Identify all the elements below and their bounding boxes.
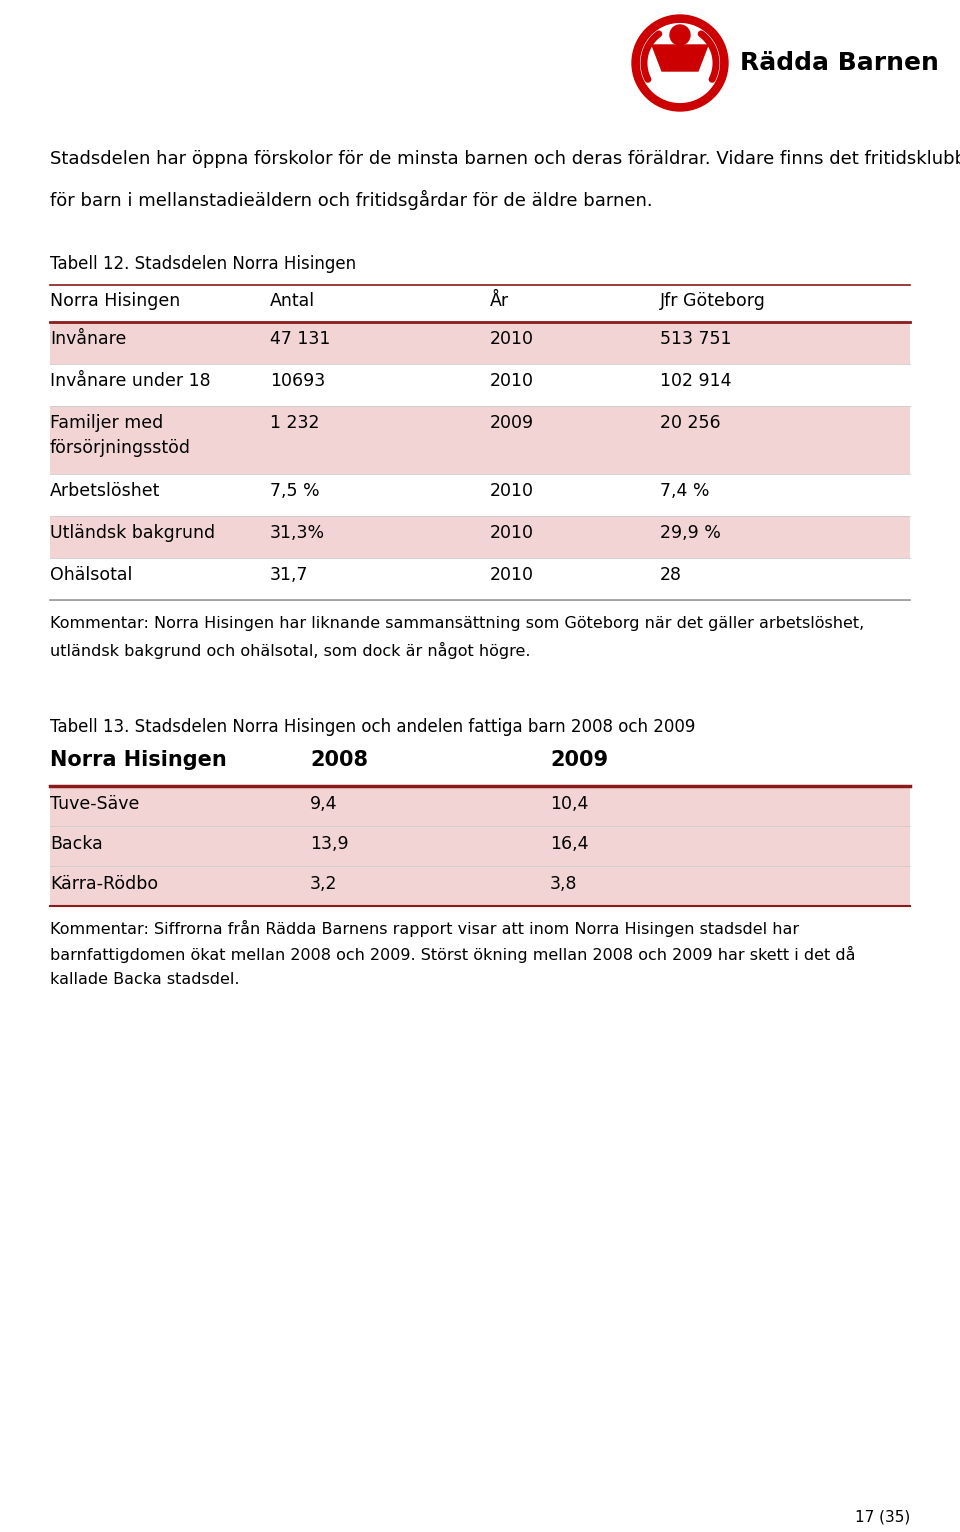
Text: Tuve-Säve: Tuve-Säve — [50, 795, 139, 813]
Text: Invånare under 18: Invånare under 18 — [50, 372, 210, 391]
Text: 513 751: 513 751 — [660, 329, 732, 348]
Text: kallade Backa stadsdel.: kallade Backa stadsdel. — [50, 971, 239, 987]
Text: 2009: 2009 — [550, 751, 608, 771]
Polygon shape — [652, 44, 708, 70]
Text: 10693: 10693 — [270, 372, 325, 391]
Text: 16,4: 16,4 — [550, 835, 588, 853]
Circle shape — [640, 23, 719, 103]
Text: Invånare: Invånare — [50, 329, 127, 348]
Bar — [50, 786, 910, 826]
Text: 7,4 %: 7,4 % — [660, 483, 709, 499]
Text: 2010: 2010 — [490, 565, 534, 584]
Bar — [50, 406, 910, 473]
Text: barnfattigdomen ökat mellan 2008 och 2009. Störst ökning mellan 2008 och 2009 ha: barnfattigdomen ökat mellan 2008 och 200… — [50, 945, 855, 964]
Text: 2010: 2010 — [490, 524, 534, 542]
Text: 1 232: 1 232 — [270, 414, 320, 432]
Text: 2009: 2009 — [490, 414, 534, 432]
Text: Tabell 13. Stadsdelen Norra Hisingen och andelen fattiga barn 2008 och 2009: Tabell 13. Stadsdelen Norra Hisingen och… — [50, 719, 695, 735]
Text: Arbetslöshet: Arbetslöshet — [50, 483, 160, 499]
Bar — [50, 322, 910, 365]
Bar — [50, 826, 910, 866]
Text: 2010: 2010 — [490, 372, 534, 391]
Text: 31,7: 31,7 — [270, 565, 308, 584]
Text: 20 256: 20 256 — [660, 414, 721, 432]
Text: utländsk bakgrund och ohälsotal, som dock är något högre.: utländsk bakgrund och ohälsotal, som doc… — [50, 642, 531, 659]
Text: 9,4: 9,4 — [310, 795, 338, 813]
Text: Kärra-Rödbo: Kärra-Rödbo — [50, 875, 158, 893]
Text: 3,8: 3,8 — [550, 875, 578, 893]
Text: Rädda Barnen: Rädda Barnen — [740, 51, 939, 75]
Text: 2010: 2010 — [490, 483, 534, 499]
Text: Utländsk bakgrund: Utländsk bakgrund — [50, 524, 215, 542]
Text: Antal: Antal — [270, 293, 315, 309]
Text: Kommentar: Norra Hisingen har liknande sammansättning som Göteborg när det gälle: Kommentar: Norra Hisingen har liknande s… — [50, 616, 864, 631]
Text: 29,9 %: 29,9 % — [660, 524, 721, 542]
Text: Familjer med
försörjningsstöd: Familjer med försörjningsstöd — [50, 414, 191, 457]
Text: Kommentar: Siffrorna från Rädda Barnens rapport visar att inom Norra Hisingen st: Kommentar: Siffrorna från Rädda Barnens … — [50, 921, 799, 938]
Text: 47 131: 47 131 — [270, 329, 330, 348]
Text: för barn i mellanstadieäldern och fritidsgårdar för de äldre barnen.: för barn i mellanstadieäldern och fritid… — [50, 190, 653, 210]
Text: 7,5 %: 7,5 % — [270, 483, 320, 499]
Text: Ohälsotal: Ohälsotal — [50, 565, 132, 584]
Circle shape — [670, 25, 690, 44]
Text: 10,4: 10,4 — [550, 795, 588, 813]
Circle shape — [632, 15, 728, 110]
Text: Backa: Backa — [50, 835, 103, 853]
Text: År: År — [490, 293, 509, 309]
Text: Jfr Göteborg: Jfr Göteborg — [660, 293, 766, 309]
Text: 31,3%: 31,3% — [270, 524, 325, 542]
Text: Tabell 12. Stadsdelen Norra Hisingen: Tabell 12. Stadsdelen Norra Hisingen — [50, 254, 356, 273]
Text: Norra Hisingen: Norra Hisingen — [50, 293, 180, 309]
Text: Norra Hisingen: Norra Hisingen — [50, 751, 227, 771]
Text: 13,9: 13,9 — [310, 835, 348, 853]
Bar — [50, 516, 910, 558]
Text: 102 914: 102 914 — [660, 372, 732, 391]
Text: 28: 28 — [660, 565, 682, 584]
Text: Stadsdelen har öppna förskolor för de minsta barnen och deras föräldrar. Vidare : Stadsdelen har öppna förskolor för de mi… — [50, 150, 960, 169]
Text: 3,2: 3,2 — [310, 875, 338, 893]
Text: 2008: 2008 — [310, 751, 368, 771]
Text: 17 (35): 17 (35) — [854, 1511, 910, 1524]
Bar — [50, 866, 910, 905]
Text: 2010: 2010 — [490, 329, 534, 348]
